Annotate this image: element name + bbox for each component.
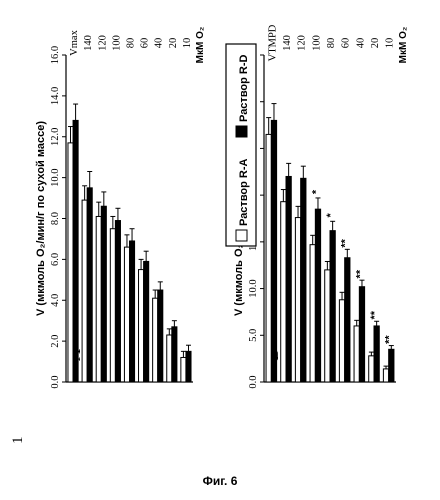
bar xyxy=(100,205,107,383)
bar xyxy=(180,356,187,383)
bar xyxy=(123,246,130,383)
bar xyxy=(95,215,102,383)
bar xyxy=(358,286,366,383)
bar xyxy=(265,133,272,383)
bar xyxy=(129,240,136,383)
bar xyxy=(294,217,302,383)
value-tick-label: 5.0 xyxy=(248,329,259,342)
category-label: 120 xyxy=(97,35,108,51)
bar xyxy=(157,289,164,383)
category-label: 140 xyxy=(83,35,94,51)
bar xyxy=(166,334,173,383)
legend-swatch-ra xyxy=(235,229,248,242)
category-unit-label: МкМ O₂ xyxy=(398,27,409,64)
category-label: 140 xyxy=(282,35,293,51)
bar xyxy=(109,228,116,383)
bar xyxy=(300,177,307,383)
bar xyxy=(314,208,322,383)
category-label: 20 xyxy=(370,38,381,49)
bar xyxy=(152,297,159,383)
category-label: 10 xyxy=(385,38,396,49)
bar xyxy=(324,269,331,383)
bar xyxy=(280,201,287,383)
value-tick-label: 0.0 xyxy=(248,375,259,388)
value-tick-label: 4.0 xyxy=(50,294,61,307)
figure-number: 1 xyxy=(10,437,26,445)
significance-mark: * xyxy=(325,212,337,217)
bar xyxy=(185,350,192,383)
significance-mark: ** xyxy=(340,238,352,247)
bar xyxy=(72,119,79,383)
category-label: VTMPD xyxy=(267,24,278,61)
category-label: 100 xyxy=(111,35,122,51)
bar xyxy=(138,269,145,383)
chart-panel-b: 0.05.010.015.020.025.030.035.0V (мкмоль … xyxy=(233,24,409,388)
bar xyxy=(353,325,360,383)
bar xyxy=(382,368,390,383)
value-tick-label: 12.0 xyxy=(50,128,61,146)
bar xyxy=(309,244,316,383)
category-label: 60 xyxy=(341,38,352,49)
value-tick-label: 10.0 xyxy=(248,279,259,297)
value-tick-label: 8.0 xyxy=(50,212,61,225)
significance-mark: * xyxy=(310,189,322,194)
category-label: 40 xyxy=(154,38,165,49)
value-tick-label: 0.0 xyxy=(50,375,61,388)
bar xyxy=(368,355,375,383)
bar xyxy=(388,348,395,383)
category-label: 20 xyxy=(168,38,179,49)
value-tick-label: 14.0 xyxy=(50,87,61,105)
bar xyxy=(114,220,121,383)
value-tick-label: 6.0 xyxy=(50,253,61,266)
category-unit-label: МкМ O₂ xyxy=(195,27,206,64)
category-label: 10 xyxy=(182,38,193,49)
bar xyxy=(270,119,278,383)
value-tick-label: 10.0 xyxy=(50,168,61,186)
category-label: Vmax xyxy=(69,29,80,55)
significance-mark: ** xyxy=(369,310,381,319)
figure-caption: Фиг. 6 xyxy=(202,474,238,488)
legend: Раствор R-A Раствор R-D xyxy=(225,43,257,247)
bar xyxy=(67,142,74,383)
category-label: 120 xyxy=(297,35,308,51)
bar xyxy=(338,299,346,383)
chart-panel-a: 0.0 2.0 4.0 6.0 8.0 10.0 12.0 14.0 16.0 V (мкмоль… xyxy=(35,27,206,389)
bar xyxy=(329,230,336,383)
significance-mark: ** xyxy=(384,335,396,344)
legend-label-ra: Раствор R-A xyxy=(238,158,250,226)
bar xyxy=(171,326,178,383)
legend-swatch-rd xyxy=(235,125,248,138)
category-label: 60 xyxy=(140,38,151,49)
value-axis-label: V (мкмоль O₂/мин/г по сухой массе) xyxy=(35,121,47,316)
bar xyxy=(143,260,150,383)
category-label: 80 xyxy=(126,38,137,49)
category-label: 80 xyxy=(326,38,337,49)
category-label: 40 xyxy=(355,38,366,49)
value-tick-label: 16.0 xyxy=(50,46,61,64)
bar xyxy=(285,175,292,383)
significance-mark: ** xyxy=(354,269,366,278)
legend-label-rd: Раствор R-D xyxy=(238,54,250,122)
category-label: 100 xyxy=(311,35,322,51)
bar xyxy=(344,257,351,383)
value-tick-label: 2.0 xyxy=(50,335,61,348)
bar xyxy=(373,325,380,383)
bar xyxy=(86,187,93,383)
bar xyxy=(81,199,88,383)
